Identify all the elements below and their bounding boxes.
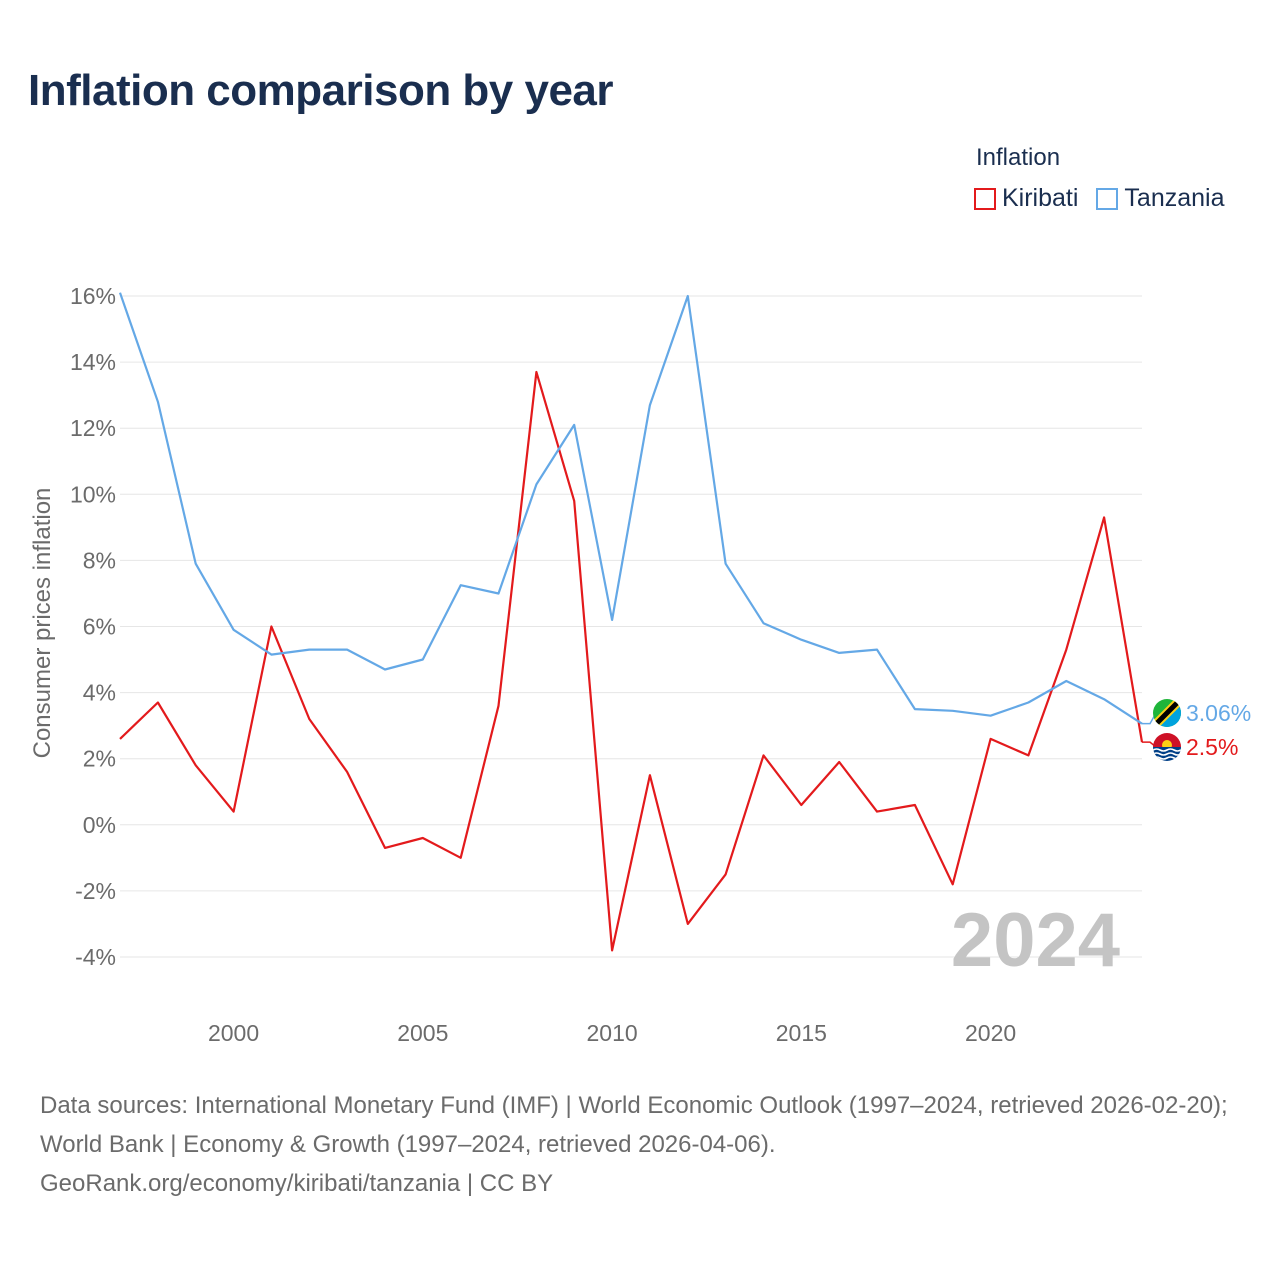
x-tick-label: 2020 xyxy=(965,1020,1016,1046)
y-tick-label: 0% xyxy=(83,812,116,838)
legend-label-kiribati: Kiribati xyxy=(1002,184,1079,212)
data-point-kiribati xyxy=(420,835,426,841)
data-point-kiribati xyxy=(155,700,161,706)
kiribati-flag-icon xyxy=(1153,733,1181,761)
gridlines xyxy=(120,295,1142,958)
footer: Data sources: International Monetary Fun… xyxy=(40,1086,1250,1203)
data-point-kiribati xyxy=(344,769,350,775)
y-tick-label: 14% xyxy=(70,349,116,375)
data-point-kiribati xyxy=(988,736,994,742)
data-point-tanzania xyxy=(836,650,842,656)
legend-title: Inflation xyxy=(976,144,1061,171)
data-point-kiribati xyxy=(609,947,615,953)
data-point-tanzania xyxy=(723,561,729,567)
data-point-kiribati xyxy=(1025,752,1031,758)
data-point-kiribati xyxy=(268,624,274,630)
y-tick-label: 6% xyxy=(83,614,116,640)
data-point-tanzania xyxy=(155,399,161,405)
x-tick-label: 2010 xyxy=(586,1020,637,1046)
y-tick-label: -2% xyxy=(75,878,116,904)
series-line-tanzania[interactable] xyxy=(118,292,1143,725)
y-tick-label: 12% xyxy=(70,415,116,441)
y-tick-label: 8% xyxy=(83,547,116,573)
data-point-tanzania xyxy=(609,617,615,623)
data-point-kiribati xyxy=(836,759,842,765)
data-point-kiribati xyxy=(117,736,123,742)
data-point-kiribati xyxy=(647,772,653,778)
line-chart: 16% 14% 12% 10% 8% 6% 4% 2% 0% -2% -4% 2000 2005 201… xyxy=(29,283,1251,1046)
data-point-tanzania xyxy=(458,582,464,588)
data-point-kiribati xyxy=(1063,647,1069,653)
data-point-tanzania xyxy=(496,590,502,596)
data-point-kiribati xyxy=(533,369,539,375)
x-tick-label: 2015 xyxy=(776,1020,827,1046)
year-watermark: 2024 xyxy=(951,898,1120,983)
chart-title: Inflation comparison by year xyxy=(28,66,614,115)
data-point-tanzania xyxy=(1063,678,1069,684)
legend-item-tanzania[interactable]: Tanzania xyxy=(1096,184,1225,213)
data-point-kiribati xyxy=(874,809,880,815)
data-sources-text: Data sources: International Monetary Fun… xyxy=(40,1092,1228,1158)
data-point-tanzania xyxy=(533,481,539,487)
data-point-kiribati xyxy=(685,921,691,927)
legend-swatch-tanzania xyxy=(1096,187,1119,210)
end-label-kiribati: 2.5% xyxy=(1186,734,1238,760)
data-point-tanzania xyxy=(571,422,577,428)
data-point-kiribati xyxy=(571,498,577,504)
data-point-tanzania xyxy=(193,561,199,567)
x-tick-label: 2000 xyxy=(208,1020,259,1046)
legend-label-tanzania: Tanzania xyxy=(1124,184,1225,212)
data-point-kiribati xyxy=(912,802,918,808)
x-tick-label: 2005 xyxy=(397,1020,448,1046)
data-point-tanzania xyxy=(760,620,766,626)
data-point-kiribati xyxy=(382,845,388,851)
legend-item-kiribati[interactable]: Kiribati xyxy=(974,184,1078,213)
y-tick-label: -4% xyxy=(75,944,116,970)
data-point-kiribati xyxy=(193,762,199,768)
data-point-kiribati xyxy=(798,802,804,808)
data-point-tanzania xyxy=(382,666,388,672)
data-point-tanzania xyxy=(306,647,312,653)
y-axis-label: Consumer prices inflation xyxy=(29,488,56,759)
data-point-kiribati xyxy=(760,752,766,758)
data-point-tanzania xyxy=(1101,696,1107,702)
x-axis-tick-labels: 2000 2005 2010 2015 2020 xyxy=(208,1020,1016,1046)
y-axis-tick-labels: 16% 14% 12% 10% 8% 6% 4% 2% 0% -2% -4% xyxy=(70,283,116,970)
legend-swatch-kiribati xyxy=(974,187,996,210)
data-point-tanzania xyxy=(988,713,994,719)
tanzania-flag-icon xyxy=(1153,699,1181,727)
legend: Kiribati Tanzania xyxy=(974,184,1225,213)
data-point-tanzania xyxy=(874,647,880,653)
y-tick-label: 4% xyxy=(83,680,116,706)
data-point-kiribati xyxy=(306,716,312,722)
data-point-tanzania xyxy=(117,290,123,296)
series-line-kiribati[interactable] xyxy=(119,370,1144,952)
y-tick-label: 2% xyxy=(83,746,116,772)
data-point-tanzania xyxy=(231,627,237,633)
data-point-kiribati xyxy=(231,809,237,815)
data-point-kiribati xyxy=(723,871,729,877)
data-point-tanzania xyxy=(950,708,956,714)
data-point-kiribati xyxy=(458,855,464,861)
attribution-link[interactable]: GeoRank.org/economy/kiribati/tanzania | … xyxy=(40,1170,554,1197)
data-point-tanzania xyxy=(647,402,653,408)
data-point-tanzania xyxy=(798,637,804,643)
data-point-kiribati xyxy=(496,703,502,709)
data-point-tanzania xyxy=(685,293,691,299)
data-point-kiribati xyxy=(1101,514,1107,520)
y-tick-label: 16% xyxy=(70,283,116,309)
end-label-tanzania: 3.06% xyxy=(1186,700,1251,726)
y-tick-label: 10% xyxy=(70,481,116,507)
data-point-tanzania xyxy=(912,706,918,712)
data-point-tanzania xyxy=(268,652,274,658)
data-point-tanzania xyxy=(1025,700,1031,706)
data-point-tanzania xyxy=(420,657,426,663)
data-point-tanzania xyxy=(344,647,350,653)
data-point-kiribati xyxy=(950,881,956,887)
